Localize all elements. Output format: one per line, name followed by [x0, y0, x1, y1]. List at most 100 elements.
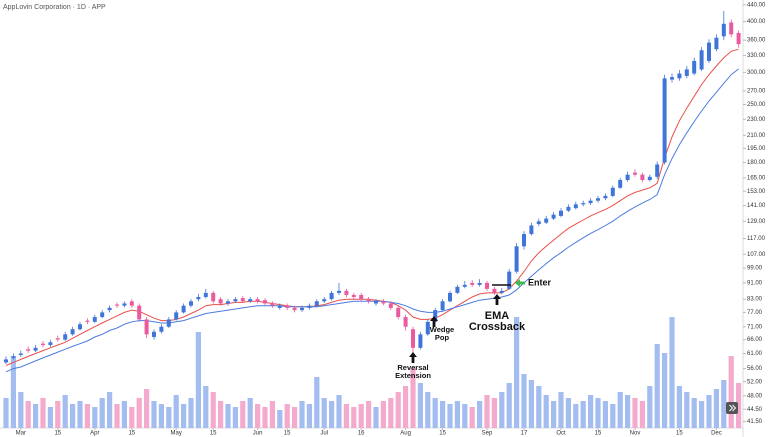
volume-bar [499, 392, 505, 428]
candle-body [707, 42, 711, 61]
volume-bar [144, 389, 150, 428]
x-tick-label: Jun [253, 431, 263, 437]
candle-body [92, 317, 97, 322]
candle-body [70, 329, 75, 335]
volume-bar [121, 401, 127, 428]
volume-bar [610, 404, 616, 428]
y-tick-label: 44.50 [747, 407, 763, 413]
volume-bar [129, 407, 135, 428]
candle-body [255, 299, 260, 302]
volume-bar [477, 401, 483, 428]
candle-body [411, 329, 415, 348]
volume-bar [277, 410, 283, 428]
volume-bar [33, 404, 39, 428]
volume-bar [181, 404, 187, 428]
candle-body [115, 304, 119, 306]
volume-bar [3, 398, 9, 428]
volume-bar [403, 386, 409, 428]
candle-body [492, 288, 497, 293]
arrow [409, 352, 417, 363]
y-tick-label: 129.00 [747, 219, 766, 225]
volume-bar [306, 404, 312, 428]
x-tick-label: Mar [16, 431, 26, 437]
candle-body [277, 305, 282, 308]
volume-bar [351, 407, 357, 428]
candle-body [41, 343, 45, 346]
volume-bar [728, 356, 734, 428]
volume-bar [373, 407, 379, 428]
volume-bar [114, 404, 120, 428]
enter-arrow [515, 279, 525, 287]
volume-bar [158, 404, 164, 428]
candle-body [721, 23, 726, 37]
volume-bar [595, 398, 601, 428]
candle-body [314, 301, 319, 306]
candle-body [129, 301, 134, 306]
y-tick-label: 61.00 [747, 351, 763, 357]
candle-body [529, 225, 534, 235]
candle-body [366, 299, 371, 302]
volume-bar [669, 317, 675, 428]
candle-body [351, 294, 356, 298]
candle-body [233, 299, 238, 302]
volume-bar [343, 404, 349, 428]
y-tick-label: 153.00 [747, 189, 766, 195]
volume-bar [247, 398, 253, 428]
candle-body [670, 77, 674, 80]
x-tick-label: 15 [595, 431, 602, 437]
candle-body [329, 292, 334, 300]
volume-bar [195, 332, 201, 428]
candle-body [240, 298, 245, 302]
candle-body [625, 174, 630, 181]
volume-bar [684, 392, 690, 428]
volume-bar [55, 401, 61, 428]
y-tick-label: 141.00 [747, 203, 766, 209]
volume-bar [225, 404, 231, 428]
volume-bar [25, 401, 31, 428]
candle-body [485, 282, 489, 289]
annotation-text: Extension [395, 371, 431, 380]
candle-body [551, 214, 556, 219]
candle-body [381, 301, 386, 304]
volume-bar [632, 398, 638, 428]
y-tick-label: 300.00 [747, 70, 766, 76]
candle-body [603, 195, 608, 199]
enter-label: Enter [528, 277, 552, 287]
candle-body [433, 310, 438, 322]
candle-body [714, 37, 719, 50]
candle-body [4, 359, 8, 363]
candle-body [48, 342, 53, 346]
volume-bar [151, 401, 157, 428]
volume-bar [358, 404, 364, 428]
x-tick-label: 15 [439, 431, 446, 437]
y-tick-label: 440.00 [747, 2, 766, 8]
volume-bar [284, 404, 290, 428]
volume-bar [262, 407, 268, 428]
y-tick-label: 66.00 [747, 337, 763, 343]
candle-body [440, 301, 445, 311]
y-tick-label: 83.00 [747, 297, 763, 303]
y-tick-label: 230.00 [747, 117, 766, 123]
candle-body [107, 307, 112, 311]
arrow [430, 316, 438, 327]
candle-body [26, 349, 31, 351]
candle-body [203, 292, 208, 298]
volume-bar [232, 407, 238, 428]
x-tick-label: 15 [128, 431, 135, 437]
volume-bar [514, 317, 520, 428]
volume-bar [736, 383, 742, 428]
candle-layer [4, 10, 741, 364]
candle-body [536, 221, 541, 225]
volume-bar [99, 398, 105, 428]
x-tick-label: Nov [630, 431, 641, 437]
candle-body [455, 286, 460, 293]
x-tick-label: Dec [711, 431, 722, 437]
volume-bar [395, 392, 401, 428]
volume-bar [292, 407, 298, 428]
y-tick-label: 180.00 [747, 160, 766, 166]
volume-bar [62, 395, 68, 428]
volume-bar [18, 392, 24, 428]
y-tick-label: 52.00 [747, 379, 763, 385]
